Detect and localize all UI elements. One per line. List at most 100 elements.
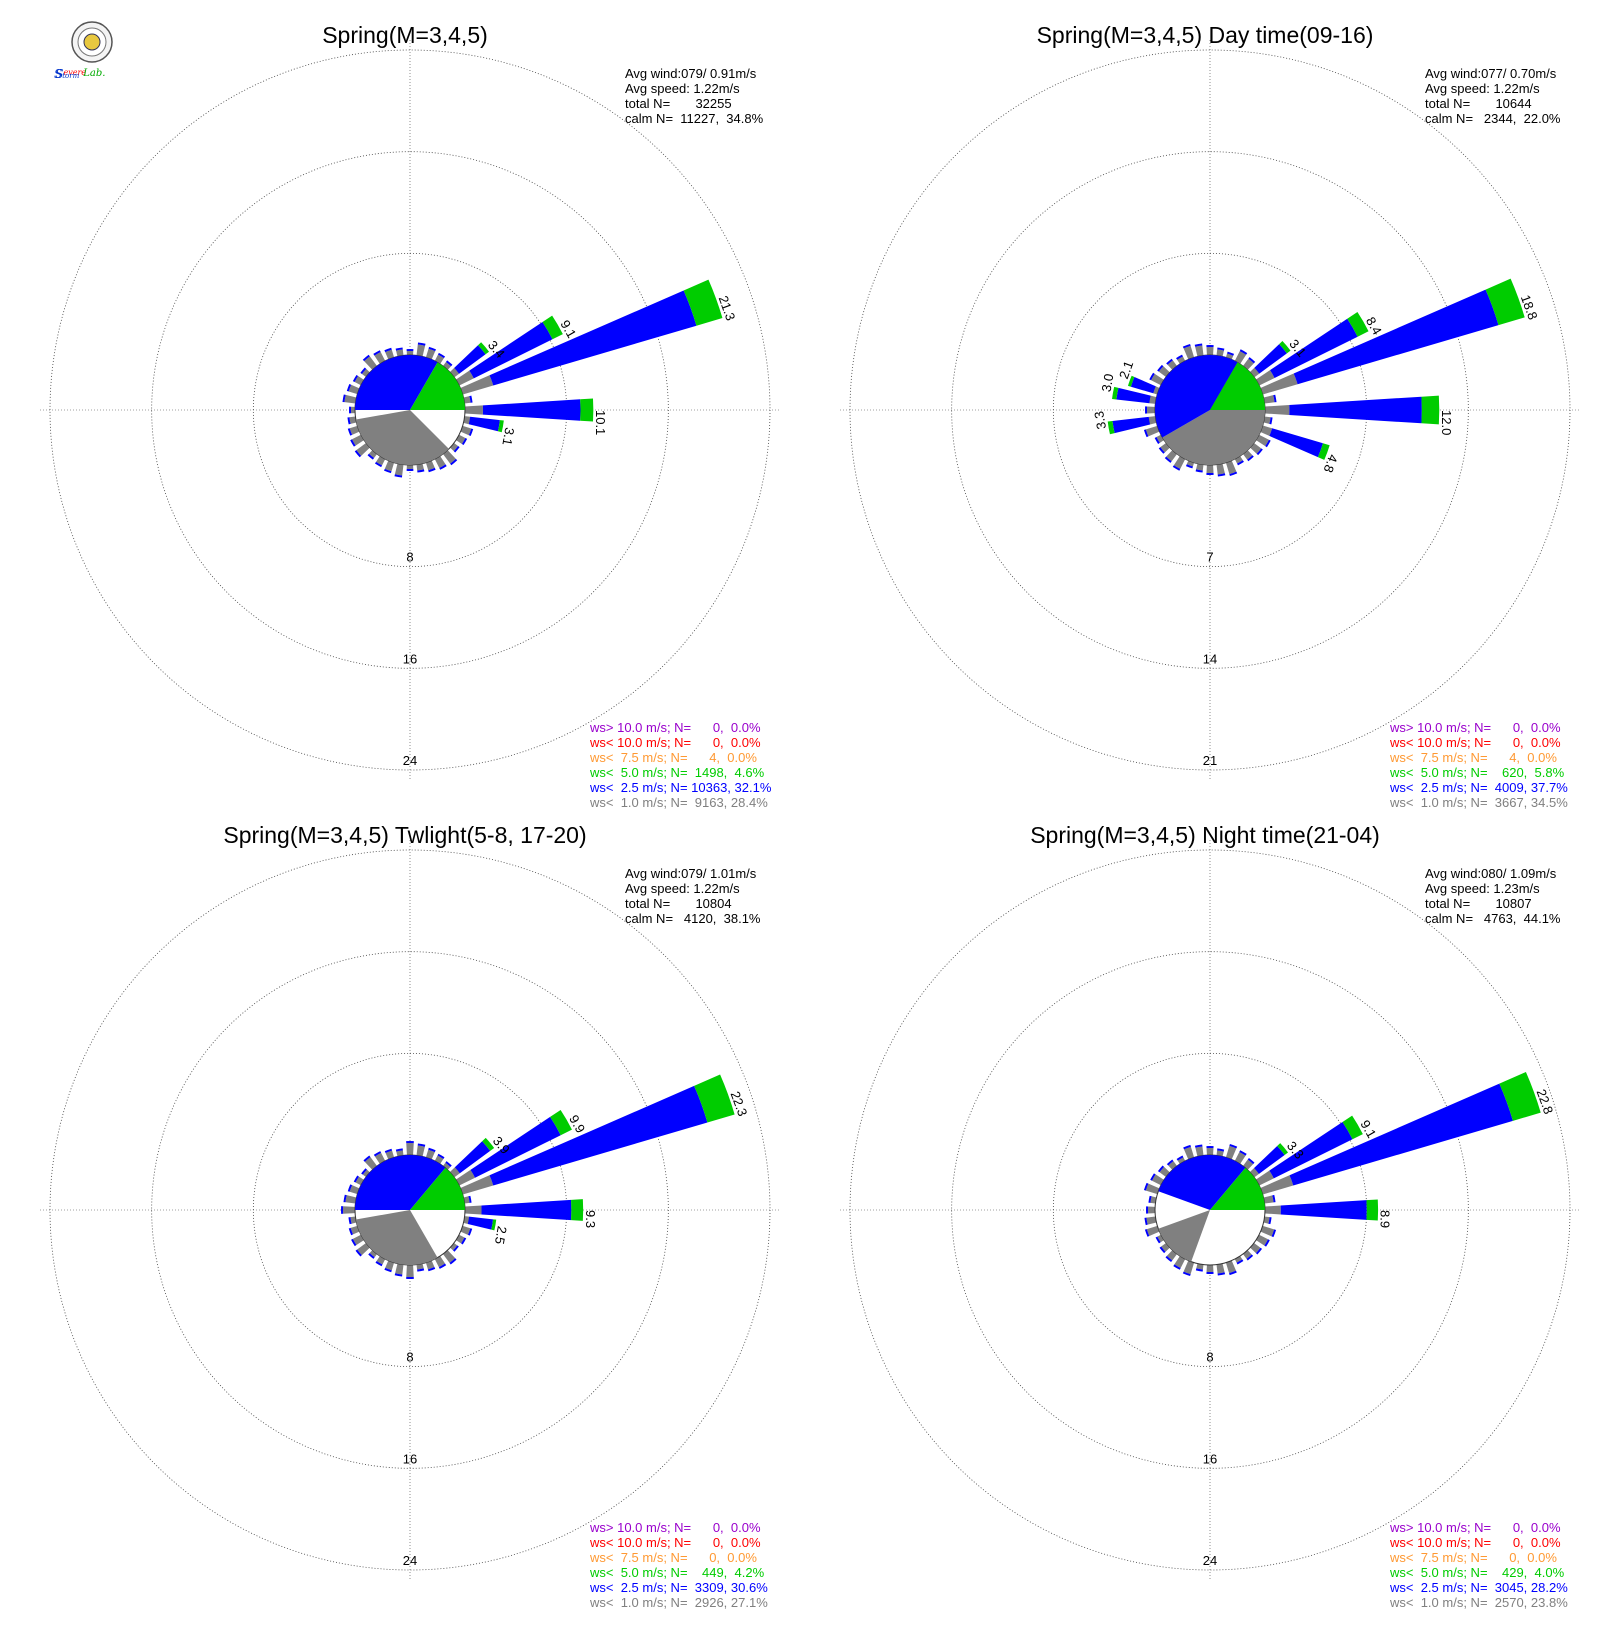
direction-bar-segment [416,344,426,357]
direction-bar-segment [1195,345,1204,357]
direction-bar-blue [1116,387,1151,404]
direction-bar-segment [395,1263,404,1275]
direction-bar-segment [442,450,456,464]
direction-bar-segment [1195,1146,1204,1157]
direction-bar-segment [384,1148,393,1154]
direction-bar-segment [463,1196,470,1204]
direction-bar-segment [360,367,367,375]
direction-bar-segment [425,348,436,360]
direction-bar-segment [345,1195,357,1204]
direction-bar-segment [362,1169,370,1178]
direction-bar-segment [427,1266,436,1272]
direction-bar-segment [342,394,346,403]
direction-bar-segment [1161,1242,1170,1252]
direction-bar-segment [355,1249,362,1257]
direction-bar-segment [363,1155,371,1162]
direction-bar-gray [460,375,494,395]
stats-line-avg-wind: Avg wind:077/ 0.70m/s [1425,66,1557,81]
ring-label: 16 [1203,1451,1217,1466]
stats-line-avg-speed: Avg speed: 1.22m/s [1425,81,1540,96]
direction-bar-segment [1263,416,1271,424]
direction-bar-segment [1166,1159,1174,1166]
grid-ring [951,951,1469,1469]
direction-bar-segment [1182,343,1191,349]
direction-bar-segment [361,368,370,378]
direction-bar-segment [1206,1271,1214,1274]
direction-bar-gray [1255,370,1275,386]
direction-bar-segment [1157,1165,1165,1173]
direction-bar-segment [428,1147,436,1153]
direction-bar-blue [454,345,486,374]
direction-bar-segment [1216,463,1225,475]
seal-emblem: SevereStorm Lab. [54,21,113,81]
direction-bar-gray [1153,386,1160,395]
direction-bar-blue [1130,376,1156,394]
direction-bar-gray [464,405,483,415]
direction-bar-segment [395,347,403,351]
direction-bar-gray [1255,1170,1274,1186]
direction-bar-segment [1146,1225,1160,1237]
direction-bar-segment [1206,1146,1214,1149]
direction-bar-blue [1254,1146,1285,1174]
legend-entry: ws< 5.0 m/s; N= 1498, 4.6% [590,765,765,780]
direction-bar-gray [1264,1205,1281,1215]
direction-bar-segment [385,1260,395,1271]
direction-bar-green [1317,443,1330,460]
direction-bar-segment [445,360,453,367]
legend-entry: ws< 1.0 m/s; N= 3667, 34.5% [1390,795,1568,810]
direction-bar-segment [1239,349,1248,355]
direction-bar-segment [1206,464,1214,474]
direction-bar-segment [1146,1206,1149,1214]
direction-bar-segment [406,351,414,356]
direction-bar-segment [374,351,386,364]
direction-bar-segment [1206,1148,1214,1156]
direction-bar-segment [1234,351,1247,364]
direction-bar-segment [383,468,392,474]
direction-bar-segment [394,474,403,478]
direction-bar-segment [348,1227,354,1236]
direction-bar-segment [1239,1150,1247,1156]
direction-bar-segment [348,384,360,395]
direction-bar-green [1421,395,1440,425]
direction-bar-gray [1264,405,1290,415]
direction-bar-segment [467,1228,473,1236]
direction-bar-segment [1268,1217,1272,1225]
direction-bar-segment [1151,373,1164,386]
calm-sector-blue [1158,1155,1246,1210]
direction-bar-segment [364,1157,378,1170]
wind-rose-panel: 7 14 21 18.8 8.4 3.1 12.0 4.8 2.1 3.0 3.3 Spring(M=… [800,0,1610,810]
ring-label: 8 [406,550,413,565]
calm-sector-green [410,362,465,410]
direction-bar-segment [1182,1271,1191,1277]
direction-bar-segment [442,1162,451,1170]
stats-line-calm: calm N= 4763, 44.1% [1425,911,1561,926]
direction-bar-segment [425,1260,435,1270]
ring-label: 14 [1203,651,1217,666]
direction-bar-segment [361,1168,367,1175]
direction-bar-segment [368,1253,375,1259]
direction-bar-segment [1154,437,1160,444]
direction-bar-green [571,1199,584,1221]
direction-bar-gray [1249,367,1260,378]
direction-bar-segment [394,1273,403,1277]
stats-block: Avg wind:080/ 1.09m/s Avg speed: 1.23m/s t… [1425,866,1561,926]
direction-bar-gray [464,1205,482,1215]
direction-bar-gray [1260,373,1298,395]
calm-sector-green [410,1167,465,1210]
direction-bar-segment [343,1206,356,1214]
direction-bar-segment [453,445,460,453]
stats-line-calm: calm N= 11227, 34.8% [625,111,764,126]
direction-bar-segment [1217,1148,1225,1152]
direction-bar-segment [417,1143,426,1147]
direction-bar-segment [374,461,383,468]
direction-bar-blue [1254,344,1287,374]
direction-bar-green [1279,341,1291,354]
direction-bar-segment [1144,1217,1148,1226]
bar-value-label: 12.0 [1439,410,1454,435]
direction-bar-segment [416,1145,425,1157]
direction-bar-segment [367,453,375,460]
direction-bar-segment [384,1267,392,1273]
calm-sector-green [1210,362,1265,410]
direction-bar-segment [1196,1263,1204,1270]
direction-bar-green [1127,375,1135,387]
